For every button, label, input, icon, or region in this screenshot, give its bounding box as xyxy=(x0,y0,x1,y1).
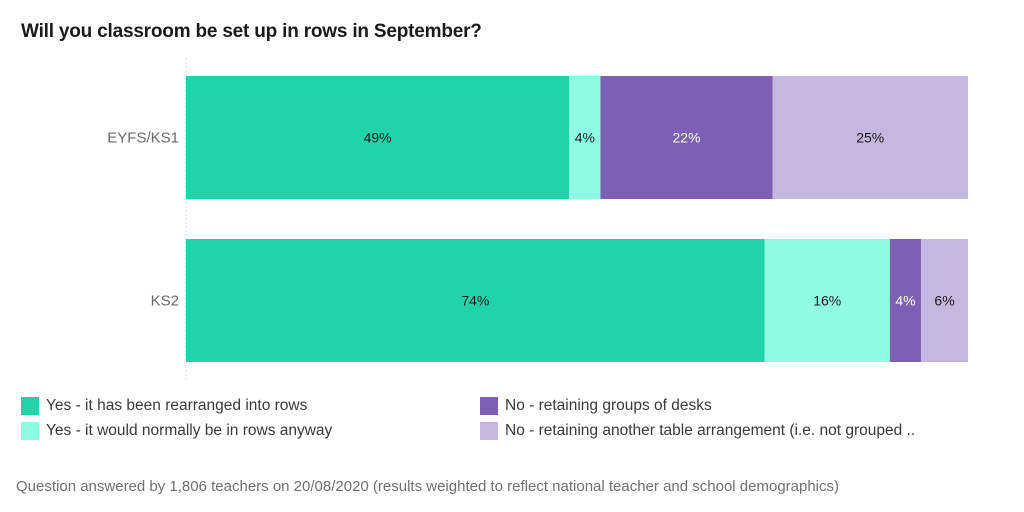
bar-segment xyxy=(889,239,922,362)
bar-segment xyxy=(186,239,765,362)
bar-segment xyxy=(764,239,890,362)
bar-segment xyxy=(600,76,773,199)
legend-item-yes-normally: Yes - it would normally be in rows anywa… xyxy=(21,422,332,440)
legend-swatch xyxy=(21,397,39,415)
legend-item-no-other: No - retaining another table arrangement… xyxy=(480,422,915,440)
data-label: 6% xyxy=(934,293,954,309)
legend: Yes - it has been rearranged into rows Y… xyxy=(0,397,1024,447)
legend-label: Yes - it has been rearranged into rows xyxy=(46,397,308,414)
bar-segment xyxy=(921,239,968,362)
legend-swatch xyxy=(480,397,498,415)
legend-label: No - retaining groups of desks xyxy=(505,397,712,414)
data-label: 25% xyxy=(856,130,884,146)
data-label: 4% xyxy=(895,293,915,309)
bar-segment xyxy=(569,76,601,199)
category-label: EYFS/KS1 xyxy=(107,130,179,147)
bar-segment xyxy=(186,76,570,199)
footnote: Question answered by 1,806 teachers on 2… xyxy=(16,478,840,495)
category-label: KS2 xyxy=(151,293,179,310)
legend-label: No - retaining another table arrangement… xyxy=(505,422,916,439)
stacked-bar-chart: 49% 4% 22% 25% 74% 16% 4% 6% EYFS/KS1 KS2 xyxy=(107,58,968,382)
data-label: 74% xyxy=(461,293,489,309)
data-label: 16% xyxy=(813,293,841,309)
legend-item-yes-rearranged: Yes - it has been rearranged into rows xyxy=(21,397,307,415)
data-label: 22% xyxy=(672,130,700,146)
data-label: 49% xyxy=(364,130,392,146)
bar-segment xyxy=(772,76,968,199)
data-label: 4% xyxy=(575,130,595,146)
legend-swatch xyxy=(21,422,39,440)
chart-title: Will you classroom be set up in rows in … xyxy=(21,21,482,42)
legend-swatch xyxy=(480,422,498,440)
legend-item-no-groups: No - retaining groups of desks xyxy=(480,397,712,415)
legend-label: Yes - it would normally be in rows anywa… xyxy=(46,422,333,439)
